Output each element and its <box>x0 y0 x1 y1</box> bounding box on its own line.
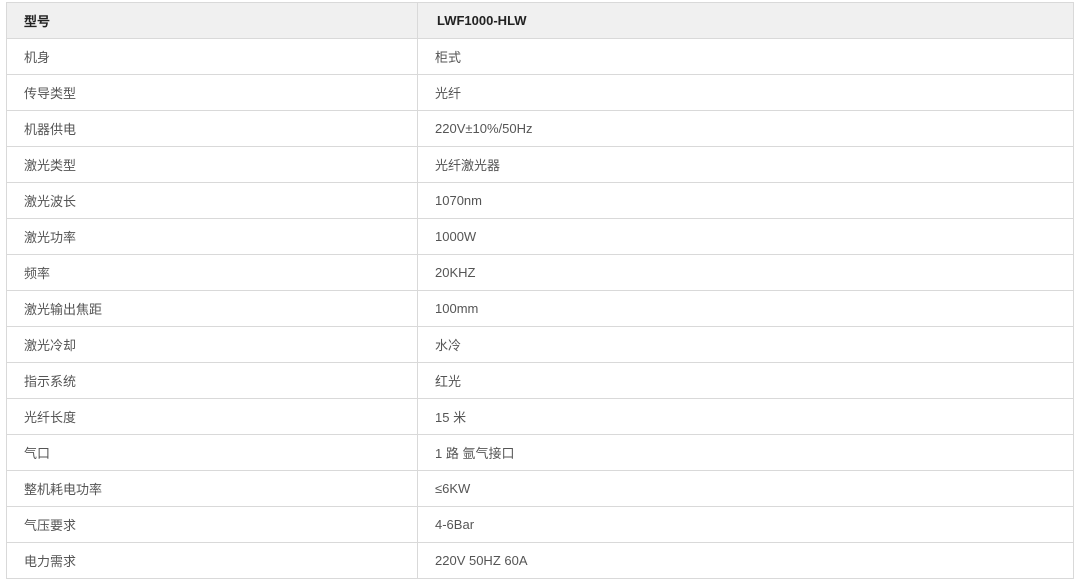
table-row: 激光冷却 水冷 <box>6 326 1074 363</box>
table-header-row: 型号 LWF1000-HLW <box>6 2 1074 39</box>
table-row: 激光功率 1000W <box>6 218 1074 255</box>
spec-value: 1070nm <box>417 182 1074 219</box>
spec-value: 20KHZ <box>417 254 1074 291</box>
table-row: 气压要求 4-6Bar <box>6 506 1074 543</box>
spec-label: 气口 <box>6 434 418 471</box>
spec-value: 红光 <box>417 362 1074 399</box>
spec-label: 电力需求 <box>6 542 418 579</box>
spec-value: 220V±10%/50Hz <box>417 110 1074 147</box>
spec-label: 气压要求 <box>6 506 418 543</box>
spec-label: 激光功率 <box>6 218 418 255</box>
table-row: 整机耗电功率 ≤6KW <box>6 470 1074 507</box>
table-row: 激光波长 1070nm <box>6 182 1074 219</box>
table-row: 机器供电 220V±10%/50Hz <box>6 110 1074 147</box>
table-row: 频率 20KHZ <box>6 254 1074 291</box>
spec-value: 100mm <box>417 290 1074 327</box>
spec-value: 光纤 <box>417 74 1074 111</box>
spec-value: 4-6Bar <box>417 506 1074 543</box>
spec-value: 柜式 <box>417 38 1074 75</box>
spec-value: 220V 50HZ 60A <box>417 542 1074 579</box>
spec-value: 光纤激光器 <box>417 146 1074 183</box>
header-value: LWF1000-HLW <box>417 2 1074 39</box>
table-row: 机身 柜式 <box>6 38 1074 75</box>
spec-value: 15 米 <box>417 398 1074 435</box>
spec-label: 传导类型 <box>6 74 418 111</box>
spec-value: 1000W <box>417 218 1074 255</box>
header-label: 型号 <box>6 2 418 39</box>
spec-label: 频率 <box>6 254 418 291</box>
spec-value: 1 路 氩气接口 <box>417 434 1074 471</box>
table-row: 气口 1 路 氩气接口 <box>6 434 1074 471</box>
spec-label: 激光类型 <box>6 146 418 183</box>
table-row: 激光输出焦距 100mm <box>6 290 1074 327</box>
table-row: 光纤长度 15 米 <box>6 398 1074 435</box>
spec-value: ≤6KW <box>417 470 1074 507</box>
spec-value: 水冷 <box>417 326 1074 363</box>
spec-label: 光纤长度 <box>6 398 418 435</box>
table-row: 电力需求 220V 50HZ 60A <box>6 542 1074 579</box>
table-row: 激光类型 光纤激光器 <box>6 146 1074 183</box>
spec-label: 整机耗电功率 <box>6 470 418 507</box>
table-row: 传导类型 光纤 <box>6 74 1074 111</box>
spec-table: 型号 LWF1000-HLW 机身 柜式 传导类型 光纤 机器供电 220V±10%/50… <box>6 2 1074 579</box>
spec-label: 激光波长 <box>6 182 418 219</box>
spec-label: 机器供电 <box>6 110 418 147</box>
table-row: 指示系统 红光 <box>6 362 1074 399</box>
spec-label: 激光输出焦距 <box>6 290 418 327</box>
spec-label: 指示系统 <box>6 362 418 399</box>
spec-label: 激光冷却 <box>6 326 418 363</box>
spec-label: 机身 <box>6 38 418 75</box>
